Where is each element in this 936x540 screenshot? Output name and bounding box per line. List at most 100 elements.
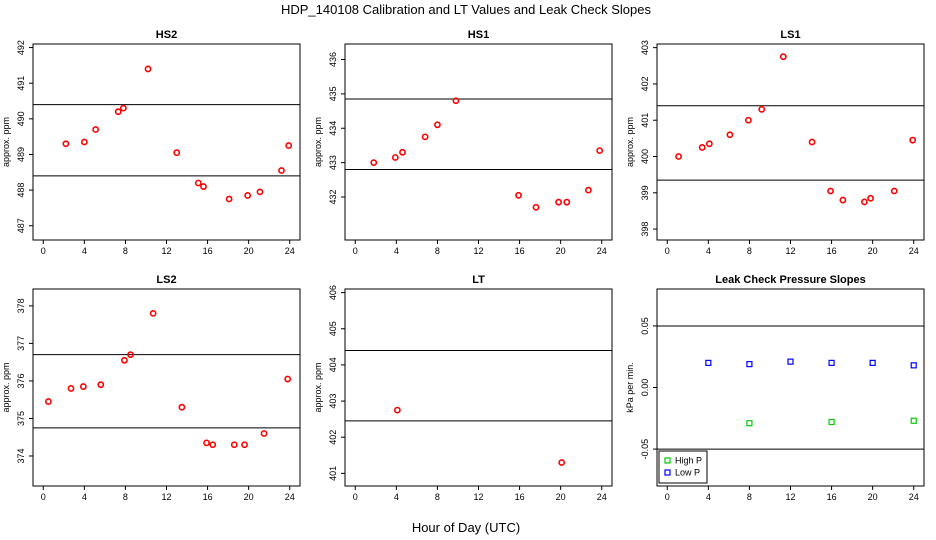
data-point bbox=[434, 121, 441, 129]
data-point bbox=[861, 198, 868, 206]
data-point bbox=[515, 191, 522, 199]
plot-frame bbox=[344, 43, 613, 241]
y-tick-label: 434 bbox=[328, 121, 338, 136]
y-tick-label: 436 bbox=[328, 52, 338, 67]
y-tick-label: 0.05 bbox=[640, 317, 650, 335]
legend-label: Low P bbox=[675, 468, 700, 478]
data-point bbox=[532, 203, 540, 211]
data-point bbox=[909, 136, 917, 144]
data-point bbox=[779, 53, 787, 61]
y-axis-label: approx. ppm bbox=[1, 117, 11, 167]
y-tick-label: 487 bbox=[16, 218, 26, 233]
data-point bbox=[285, 142, 293, 149]
y-tick-label: -0.05 bbox=[640, 439, 650, 460]
data-point bbox=[200, 183, 207, 190]
data-point bbox=[827, 187, 834, 195]
data-point bbox=[149, 309, 157, 317]
data-point bbox=[203, 439, 210, 447]
x-tick-label: 20 bbox=[244, 246, 254, 256]
legend-marker bbox=[664, 457, 671, 464]
data-point bbox=[705, 359, 712, 366]
data-point bbox=[758, 105, 766, 113]
x-tick-label: 16 bbox=[203, 492, 213, 502]
y-tick-label: 488 bbox=[16, 183, 26, 198]
x-tick-label: 20 bbox=[868, 492, 878, 502]
panel-title: LS2 bbox=[156, 274, 176, 286]
x-tick-label: 20 bbox=[868, 246, 878, 256]
x-tick-label: 4 bbox=[82, 246, 87, 256]
data-point bbox=[705, 140, 713, 148]
x-tick-label: 24 bbox=[909, 492, 919, 502]
x-tick-label: 12 bbox=[473, 246, 483, 256]
y-axis-label: approx. ppm bbox=[625, 117, 635, 167]
figure-title: HDP_140108 Calibration and LT Values and… bbox=[281, 2, 652, 17]
y-tick-label: 435 bbox=[328, 86, 338, 101]
panel-5: LT approx. ppm 0 4 8 12 16 20 24 401 402 403 404 405 4… bbox=[313, 274, 613, 502]
panel-1: HS2 approx. ppm 0 4 8 12 16 20 24 487 488 489 490 491… bbox=[1, 29, 301, 256]
y-tick-label: 489 bbox=[16, 147, 26, 162]
y-tick-label: 400 bbox=[640, 149, 650, 164]
x-tick-label: 8 bbox=[747, 246, 752, 256]
data-point bbox=[839, 196, 847, 204]
data-point bbox=[244, 192, 252, 199]
data-point bbox=[119, 104, 127, 112]
x-tick-label: 16 bbox=[203, 246, 213, 256]
y-tick-label: 403 bbox=[640, 40, 650, 55]
y-tick-label: 377 bbox=[16, 336, 26, 351]
y-axis-label: approx. ppm bbox=[313, 117, 323, 167]
data-point bbox=[787, 358, 794, 365]
y-tick-label: 375 bbox=[16, 411, 26, 426]
data-point bbox=[241, 441, 248, 449]
data-point bbox=[120, 356, 128, 364]
y-tick-label: 401 bbox=[640, 113, 650, 128]
x-tick-label: 12 bbox=[161, 492, 171, 502]
x-tick-label: 16 bbox=[515, 246, 525, 256]
plot-frame bbox=[32, 43, 301, 241]
y-tick-label: 403 bbox=[328, 394, 338, 409]
data-point bbox=[209, 441, 217, 449]
data-point bbox=[910, 417, 917, 424]
data-point bbox=[260, 430, 268, 437]
data-point bbox=[284, 375, 292, 383]
x-tick-label: 0 bbox=[665, 246, 670, 256]
data-point bbox=[726, 131, 734, 139]
y-tick-label: 404 bbox=[328, 357, 338, 372]
panel-title: LS1 bbox=[780, 29, 800, 41]
data-point bbox=[828, 418, 835, 426]
data-point bbox=[194, 179, 202, 187]
data-point bbox=[558, 459, 566, 466]
x-tick-label: 20 bbox=[244, 492, 254, 502]
data-point bbox=[828, 359, 835, 366]
data-point bbox=[178, 403, 186, 411]
plot-frame bbox=[344, 288, 613, 487]
data-point bbox=[584, 186, 592, 194]
x-tick-label: 8 bbox=[123, 492, 128, 502]
data-point bbox=[67, 385, 75, 392]
x-tick-label: 24 bbox=[597, 246, 607, 256]
x-tick-label: 12 bbox=[473, 492, 483, 502]
data-point bbox=[744, 116, 752, 124]
x-tick-label: 20 bbox=[556, 246, 566, 256]
legend-box bbox=[658, 450, 708, 484]
data-point bbox=[563, 198, 571, 206]
y-tick-label: 0.00 bbox=[640, 379, 650, 397]
x-tick-label: 4 bbox=[706, 492, 711, 502]
x-tick-label: 4 bbox=[394, 246, 399, 256]
data-point bbox=[867, 194, 874, 202]
data-point bbox=[746, 361, 753, 368]
x-tick-label: 12 bbox=[161, 246, 171, 256]
plot-frame bbox=[656, 43, 925, 241]
x-tick-label: 16 bbox=[827, 246, 837, 256]
y-axis-label: kPa per min. bbox=[625, 362, 635, 413]
x-tick-label: 12 bbox=[785, 246, 795, 256]
x-tick-label: 8 bbox=[123, 246, 128, 256]
x-tick-label: 24 bbox=[909, 246, 919, 256]
data-point bbox=[391, 154, 399, 161]
data-point bbox=[79, 383, 87, 390]
panel-title: HS2 bbox=[156, 29, 177, 41]
y-tick-label: 433 bbox=[328, 155, 338, 170]
x-tick-label: 24 bbox=[285, 246, 295, 256]
y-tick-label: 405 bbox=[328, 321, 338, 336]
panel-3: LS1 approx. ppm 0 4 8 12 16 20 24 398 399 400 401 402… bbox=[625, 29, 925, 256]
